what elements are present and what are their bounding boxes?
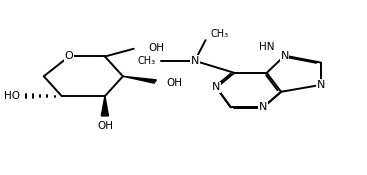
Text: HN: HN xyxy=(259,41,275,51)
Text: O: O xyxy=(65,51,73,61)
Text: N: N xyxy=(259,102,267,112)
Text: N: N xyxy=(316,80,325,90)
Text: CH₃: CH₃ xyxy=(137,56,155,66)
Text: OH: OH xyxy=(148,43,164,53)
Text: OH: OH xyxy=(166,78,182,88)
Text: N: N xyxy=(190,56,199,66)
Text: HO: HO xyxy=(4,91,21,101)
Polygon shape xyxy=(101,96,109,116)
Text: OH: OH xyxy=(97,121,113,131)
Text: N: N xyxy=(212,82,221,93)
Text: CH₃: CH₃ xyxy=(210,29,228,39)
Polygon shape xyxy=(123,76,156,83)
Text: N: N xyxy=(280,51,289,61)
